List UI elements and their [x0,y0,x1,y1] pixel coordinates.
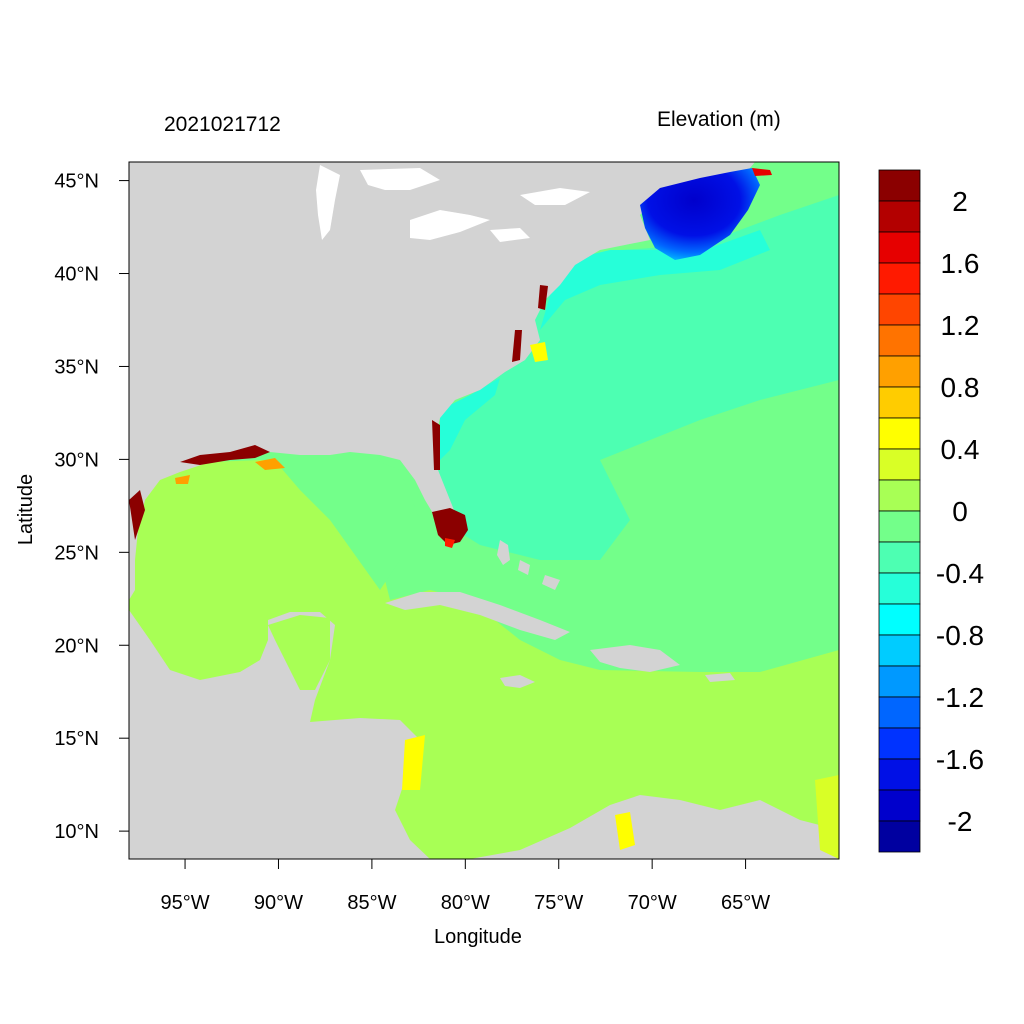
x-axis-title: Longitude [434,926,522,948]
land-jamaica [500,675,535,688]
colorbar-swatch [878,603,921,636]
colorbar-swatch [878,448,921,481]
colorbar-swatch [878,262,921,295]
plot-border [128,161,840,860]
colorbar-swatch [878,572,921,605]
y-tick-label: 45°N [54,171,99,193]
atlantic-shelf-zone [430,195,839,560]
colorbar-swatch [878,479,921,512]
variable-label: Elevation (m) [657,108,781,131]
x-tick-label: 65°W [721,892,770,914]
lesser-antilles-yellow [815,775,839,859]
colorbar-label: 0.8 [941,372,980,403]
y-tick-label: 25°N [54,542,99,564]
map-plot-area [129,162,839,859]
y-tick-label: 15°N [54,728,99,750]
carolina-yellow-spot [530,342,548,362]
land-south-america [470,795,839,859]
colorbar-swatch [878,541,921,574]
y-tick-label: 40°N [54,264,99,286]
florida-positive-surge [432,508,468,545]
x-tick-label: 70°W [628,892,677,914]
maracaibo-yellow [615,812,635,850]
x-tick-label: 80°W [441,892,490,914]
gulf-shelf-strip [270,450,420,590]
ne-positive-spot [752,168,772,176]
colorbar-swatch [878,510,921,543]
colorbar-swatch [878,293,921,326]
colorbar-label: 1.2 [941,310,980,341]
colorbar-label: 0.4 [941,434,980,465]
y-axis-title: Latitude [15,473,38,546]
y-tick-label: 30°N [54,449,99,471]
colorbar-swatch [878,634,921,667]
x-tick-label: 95°W [160,892,209,914]
land-cuba [385,592,570,640]
x-tick-label: 75°W [534,892,583,914]
colorbar-label: 2 [952,186,968,217]
colorbar-swatch [878,231,921,264]
colorbar-label: 1.6 [941,248,980,279]
colorbar-swatch [878,386,921,419]
gulf-of-maine-depression [640,168,760,260]
colorbar-label: -2 [948,806,973,837]
yucatan-channel-water [268,615,330,690]
colorbar-swatch [878,200,921,233]
colorbar-label: 0 [952,496,968,527]
y-tick-label: 35°N [54,356,99,378]
colorbar-label: -1.6 [936,744,984,775]
land-north-america [129,162,755,600]
colorbar-swatch [878,355,921,388]
nicaragua-yellow-strip [402,735,425,790]
colorbar-swatch [878,169,921,202]
x-tick-label: 90°W [254,892,303,914]
great-lakes [316,165,590,242]
y-tick-label: 20°N [54,635,99,657]
colorbar-swatch [878,696,921,729]
y-axis-ticks: 45°N 40°N 35°N 30°N 25°N 20°N 15°N 10°N [54,171,129,843]
x-axis-ticks: 95°W 90°W 85°W 80°W 75°W 70°W 65°W [160,859,770,914]
land-mexico-central-america [129,610,430,859]
colorbar-swatch [878,789,921,822]
gulf-coast-orange-spots [175,458,285,484]
land-hispaniola [590,645,680,672]
x-tick-label: 85°W [347,892,396,914]
florida-red-edge [445,538,455,548]
colorbar-swatch [878,727,921,760]
elevation-colorbar: 2 1.6 1.2 0.8 0.4 0 -0.4 -0.8 -1.2 -1.6 -2 [878,169,984,853]
colorbar-swatch [878,417,921,450]
datetime-label: 2021021712 [164,113,281,136]
colorbar-label: -0.4 [936,558,984,589]
colorbar-swatch [878,820,921,853]
colorbar-swatch [878,758,921,791]
colorbar-swatch [878,324,921,357]
se-coast-cyan-band [440,378,500,460]
colorbar-swatch [878,665,921,698]
carolina-coast-speckle [512,285,548,362]
land-puerto-rico [705,673,735,682]
coastal-cyan-band [540,230,770,330]
bahamas-islands [497,540,560,590]
colorbar-label: -1.2 [936,682,984,713]
y-tick-label: 10°N [54,821,99,843]
colorbar-label: -0.8 [936,620,984,651]
